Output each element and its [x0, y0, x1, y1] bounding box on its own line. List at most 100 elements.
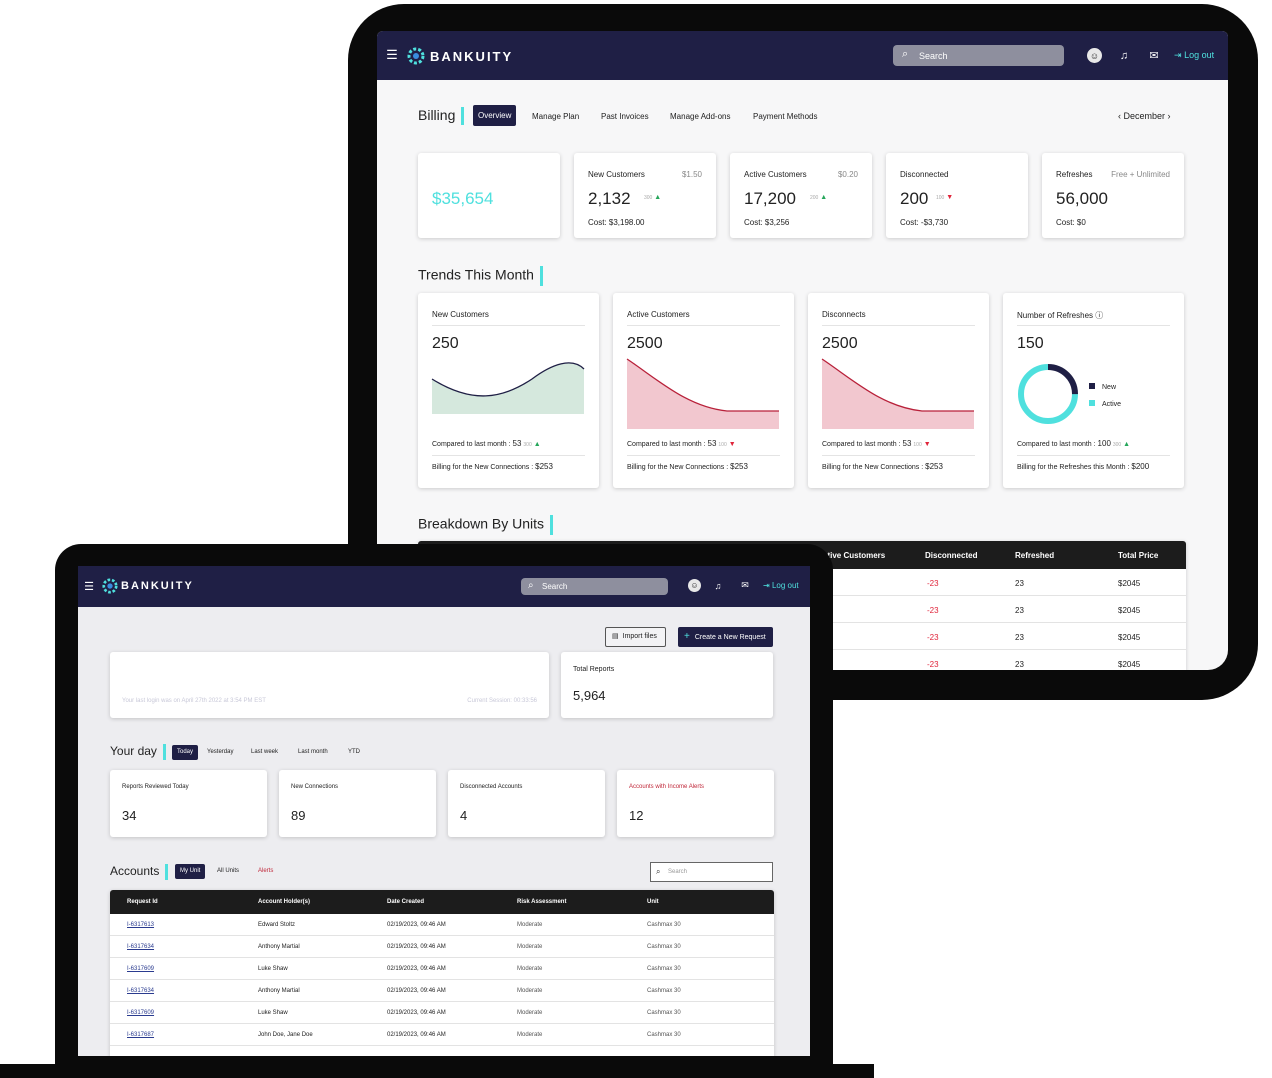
tab-yesterday[interactable]: Yesterday	[207, 749, 234, 755]
plus-icon: +	[684, 631, 690, 642]
search-input[interactable]: ⌕ Search	[521, 578, 668, 595]
your-day-title: Your day	[110, 744, 166, 760]
accounts-search-input[interactable]: ⌕ Search	[650, 862, 773, 882]
top-bar-laptop: ☰ BANKUITY ⌕ Search ☺ ♫ ✉ ⇥ Log out	[78, 566, 810, 607]
chat-icon[interactable]: ✉	[741, 580, 749, 590]
search-icon: ⌕	[528, 580, 534, 591]
import-files-button[interactable]: ▤ Import files	[605, 627, 666, 647]
trend-area-chart	[626, 358, 779, 429]
total-reports-card: Total Reports 5,964	[561, 652, 773, 718]
tab-manage-plan[interactable]: Manage Plan	[532, 112, 580, 121]
search-input[interactable]: ⌕ Search	[893, 45, 1064, 66]
bankuity-logo-icon	[102, 578, 118, 594]
arrow-up-icon: ▲	[1121, 441, 1131, 448]
arrow-down-icon: ▼	[921, 441, 931, 448]
tab-alerts[interactable]: Alerts	[258, 868, 274, 874]
arrow-up-icon: ▲	[818, 194, 828, 201]
trend-area-chart	[431, 362, 585, 414]
logout-button[interactable]: ⇥ Log out	[1174, 50, 1215, 60]
chat-icon[interactable]: ✉	[1149, 50, 1159, 62]
tab-last-week[interactable]: Last week	[251, 749, 279, 755]
logout-icon: ⇥	[763, 581, 770, 590]
stat-card: New Customers $1.50 2,132 300 ▲ Cost: $3,198…	[574, 153, 716, 238]
stat-card: Refreshes Free + Unlimited 56,000 Cost: $0	[1042, 153, 1184, 238]
table-header-cell: Request Id	[127, 899, 158, 905]
tab-today[interactable]: Today	[172, 745, 199, 760]
create-request-button[interactable]: + Create a New Request	[678, 627, 773, 647]
page-title: Billing	[418, 107, 465, 126]
table-row[interactable]: I-6317687 John Doe, Jane Doe 02/19/2023, 0…	[110, 1024, 774, 1046]
table-header-cell: Unit	[647, 899, 659, 905]
chevron-left-icon: ‹	[1118, 111, 1121, 121]
logout-icon: ⇥	[1174, 50, 1182, 60]
tab-payment-methods[interactable]: Payment Methods	[753, 112, 818, 121]
laptop-screen: ☰ BANKUITY ⌕ Search ☺ ♫ ✉ ⇥ Log out ▤ Imp…	[78, 566, 810, 1056]
file-icon: ▤	[612, 633, 619, 640]
top-bar: ☰ BANKUITY ⌕ Search ☺ ♫ ✉ ⇥ Log out	[377, 31, 1228, 80]
tab-my-unit[interactable]: My Unit	[175, 864, 206, 879]
trend-area-chart	[821, 358, 974, 429]
trend-line	[431, 362, 585, 397]
arrow-up-icon: ▲	[531, 441, 541, 448]
accounts-title: Accounts	[110, 864, 169, 880]
info-icon[interactable]: ⓘ	[1093, 311, 1104, 320]
arrow-down-icon: ▼	[944, 194, 954, 201]
bankuity-logo-icon	[407, 47, 425, 65]
table-row[interactable]: I-6317609 Luke Shaw 02/19/2023, 09:46 AM Mo…	[110, 958, 774, 980]
tab-ytd[interactable]: YTD	[348, 749, 360, 755]
stat-card: Active Customers $0.20 17,200 200 ▲ Cost: $3…	[730, 153, 872, 238]
arrow-up-icon: ▲	[652, 194, 662, 201]
table-header-cell: Refreshed	[1015, 551, 1055, 560]
search-icon: ⌕	[902, 48, 909, 60]
search-placeholder: Search	[919, 51, 948, 61]
table-row[interactable]: I-6317634 Anthony Martial 02/19/2023, 09:4…	[110, 980, 774, 1002]
trend-area	[432, 362, 584, 414]
table-header-cell: Account Holder(s)	[258, 899, 311, 905]
invoice-amount: $35,654	[432, 189, 494, 208]
month-selector[interactable]: ‹ December ›	[1118, 111, 1171, 121]
trend-area	[822, 359, 974, 429]
tab-last-month[interactable]: Last month	[298, 749, 328, 755]
table-header-cell: Disconnected	[925, 551, 978, 560]
arrow-down-icon: ▼	[726, 441, 736, 448]
bell-icon[interactable]: ♫	[1119, 49, 1129, 62]
table-row[interactable]: I-6317634 Anthony Martial 02/19/2023, 09:4…	[110, 936, 774, 958]
search-icon: ⌕	[656, 867, 661, 876]
table-row[interactable]: I-6317609 Luke Shaw 02/19/2023, 09:46 AM Mo…	[110, 1002, 774, 1024]
day-stat-card: Accounts with Income Alerts 12	[617, 770, 774, 837]
brand-name: BANKUITY	[121, 580, 194, 592]
day-stat-card: New Connections 89	[279, 770, 436, 837]
invoice-card: Invoice Total $35,654 Next Invoice on: 0…	[418, 153, 560, 238]
trend-area	[627, 359, 779, 429]
logout-button[interactable]: ⇥ Log out	[763, 581, 799, 590]
hamburger-icon[interactable]: ☰	[84, 580, 94, 593]
donut-slice-new	[1018, 364, 1078, 424]
tab-past-invoices[interactable]: Past Invoices	[601, 112, 649, 121]
table-header-cell: Total Price	[1118, 551, 1159, 560]
day-stat-card: Disconnected Accounts 4	[448, 770, 605, 837]
trend-card: Number of Refreshes ⓘ 150 New Active Compare…	[1003, 293, 1184, 488]
tab-all-units[interactable]: All Units	[217, 868, 240, 874]
legend-item: Active	[1089, 400, 1121, 408]
trend-card: New Customers 250 Compared to last month :…	[418, 293, 599, 488]
table-header-cell: Risk Assessment	[517, 899, 567, 905]
bell-icon[interactable]: ♫	[714, 580, 722, 591]
brand-name: BANKUITY	[430, 49, 514, 64]
trends-title: Trends This Month	[418, 266, 543, 286]
refreshes-donut-chart	[1018, 364, 1078, 424]
tab-manage-addons[interactable]: Manage Add-ons	[670, 112, 731, 121]
avatar[interactable]: ☺	[1087, 48, 1102, 63]
tab-overview[interactable]: Overview	[473, 105, 517, 126]
chevron-right-icon: ›	[1167, 111, 1171, 121]
hamburger-icon[interactable]: ☰	[386, 47, 398, 62]
avatar[interactable]: ☺	[688, 579, 701, 592]
trend-line	[626, 358, 779, 412]
laptop-base	[0, 1064, 874, 1078]
welcome-card: Hello, Don Amoruso! Your last login was …	[110, 652, 549, 718]
trend-card: Disconnects 2500 Compared to last month : …	[808, 293, 989, 488]
table-row[interactable]: I-6317613 Edward Stoltz 02/19/2023, 09:46 …	[110, 914, 774, 936]
table-header-cell: Date Created	[387, 899, 425, 905]
day-stat-card: Reports Reviewed Today 34	[110, 770, 267, 837]
stat-card: Disconnected 200 100 ▼ Cost: -$3,730	[886, 153, 1028, 238]
accounts-table: Request Id Account Holder(s) Date Created R…	[110, 890, 774, 1056]
